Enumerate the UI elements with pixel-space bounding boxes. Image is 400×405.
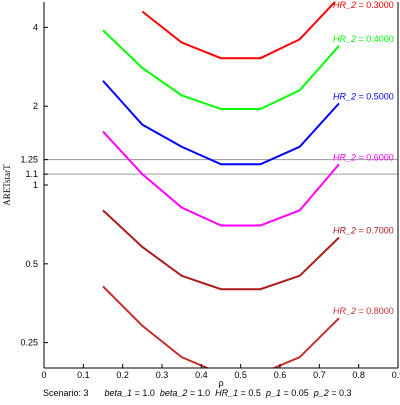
series-label-var-5: HR_2: [333, 306, 356, 316]
y-tick-label-2: 1: [33, 180, 38, 190]
series-label-4: HR_2 = 0.7000: [333, 226, 394, 236]
footer-param-name-0: beta_1: [105, 388, 133, 398]
series-label-value-0: = 0.3000: [356, 0, 394, 10]
footer-scenario: Scenario: 3: [43, 388, 89, 398]
footer-param-value-2: = 0.5: [238, 388, 261, 398]
footer-param-value-3: = 0.05: [281, 388, 309, 398]
y-tick-label-4: 1.25: [20, 155, 38, 165]
x-tick-label-3: 0.3: [156, 370, 169, 380]
series-label-var-4: HR_2: [333, 226, 356, 236]
y-tick-label-3: 1.1: [25, 169, 38, 179]
series-label-5: HR_2 = 0.8000: [333, 306, 394, 316]
series-label-1: HR_2 = 0.4000: [333, 34, 394, 44]
x-axis-title: ρ: [218, 378, 223, 388]
y-tick-label-6: 4: [33, 22, 38, 32]
footer-param-value-0: = 1.0: [132, 388, 155, 398]
y-tick-label-5: 2: [33, 101, 38, 111]
x-tick-label-5: 0.5: [234, 370, 247, 380]
series-label-value-2: = 0.5000: [356, 91, 394, 101]
x-tick-label-0: 0: [41, 370, 46, 380]
x-tick-label-1: 0.1: [77, 370, 90, 380]
series-label-var-3: HR_2: [333, 152, 356, 162]
series-label-value-3: = 0.6000: [356, 152, 394, 162]
footer-param-value-1: = 1.0: [187, 388, 210, 398]
series-label-3: HR_2 = 0.6000: [333, 152, 394, 162]
x-tick-label-2: 0.2: [116, 370, 129, 380]
x-tick-label-8: 0.8: [352, 370, 365, 380]
series-label-2: HR_2 = 0.5000: [333, 91, 394, 101]
x-tick-label-7: 0.7: [313, 370, 326, 380]
series-label-0: HR_2 = 0.3000: [333, 0, 394, 10]
footer-param-name-4: p_2: [313, 388, 329, 398]
footer-param-name-3: p_1: [265, 388, 281, 398]
series-label-value-4: = 0.7000: [356, 226, 394, 236]
y-tick-label-0: 0.25: [20, 338, 38, 348]
footer-param-name-1: beta_2: [160, 388, 188, 398]
series-label-value-1: = 0.4000: [356, 34, 394, 44]
y-axis-title: ARETstarT: [2, 164, 12, 206]
x-tick-label-6: 0.6: [274, 370, 287, 380]
series-label-var-2: HR_2: [333, 91, 356, 101]
y-tick-label-1: 0.5: [25, 259, 38, 269]
x-tick-label-4: 0.4: [195, 370, 208, 380]
footer-param-value-4: = 0.3: [329, 388, 352, 398]
footer-param-name-2: HR_1: [215, 388, 238, 398]
series-label-var-0: HR_2: [333, 0, 356, 10]
series-label-var-1: HR_2: [333, 34, 356, 44]
series-label-value-5: = 0.8000: [356, 306, 394, 316]
x-tick-label-9: 0.9: [392, 370, 400, 380]
